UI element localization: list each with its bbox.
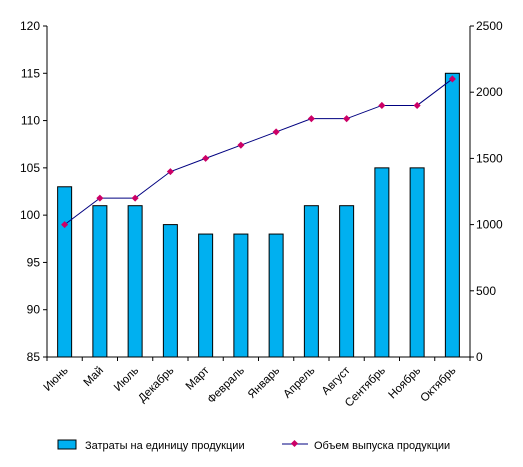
left-tick-label: 110 [21,114,40,128]
bar [233,233,249,358]
right-axis-ticks: 0 500 1000 1500 2000 2500 [470,19,503,364]
line-point [307,115,315,123]
left-tick-label: 115 [21,66,40,80]
left-axis-ticks: 85 90 95 100 105 110 115 120 [20,19,47,364]
left-tick-label: 100 [20,208,40,222]
category-label: Январь [246,365,282,401]
legend-bar-swatch [57,439,77,450]
legend: Затраты на единицу продукции Объем выпус… [57,439,450,452]
bar [92,205,108,358]
left-tick-label: 85 [27,350,41,364]
category-label: Апрель [281,365,317,401]
line-point [272,128,280,136]
bar [374,167,390,358]
right-tick-label: 0 [476,350,483,364]
bar [444,72,460,358]
right-tick-label: 2000 [476,85,503,99]
category-label: Март [184,364,212,392]
left-tick-label: 120 [20,19,40,33]
category-label: Февраль [205,365,247,407]
line-point [166,168,174,176]
bar [57,186,73,358]
bar [162,224,178,358]
category-label: Июнь [42,365,71,394]
line-point [96,194,104,202]
line-point [131,194,139,202]
line-point [202,154,210,162]
line-point [448,75,456,83]
legend-line-marker [290,439,299,448]
category-label: Декабрь [136,365,176,405]
right-tick-label: 1000 [476,218,503,232]
right-tick-label: 2500 [476,19,503,33]
bar [409,167,425,358]
line-point [237,141,245,149]
left-tick-label: 105 [20,161,40,175]
bar [268,233,284,358]
line-point [343,115,351,123]
line-point [61,221,69,229]
line-point [378,101,386,109]
category-label: Май [82,365,106,389]
category-label: Август [320,364,353,397]
category-label: Октябрь [418,365,458,405]
bar [127,205,143,358]
line-point [413,101,421,109]
axes [46,26,471,361]
bar-series [57,72,460,358]
right-tick-label: 1500 [476,151,503,165]
bar [198,233,214,358]
line-series [61,75,456,229]
left-tick-label: 90 [27,303,41,317]
right-tick-label: 500 [476,284,496,298]
bar [303,205,319,358]
legend-bar-label: Затраты на единицу продукции [85,440,245,452]
series-line [64,78,453,225]
bar [339,205,355,358]
category-label: Июль [112,365,141,394]
left-tick-label: 95 [27,255,41,269]
legend-line-label: Объем выпуска продукции [314,440,450,452]
